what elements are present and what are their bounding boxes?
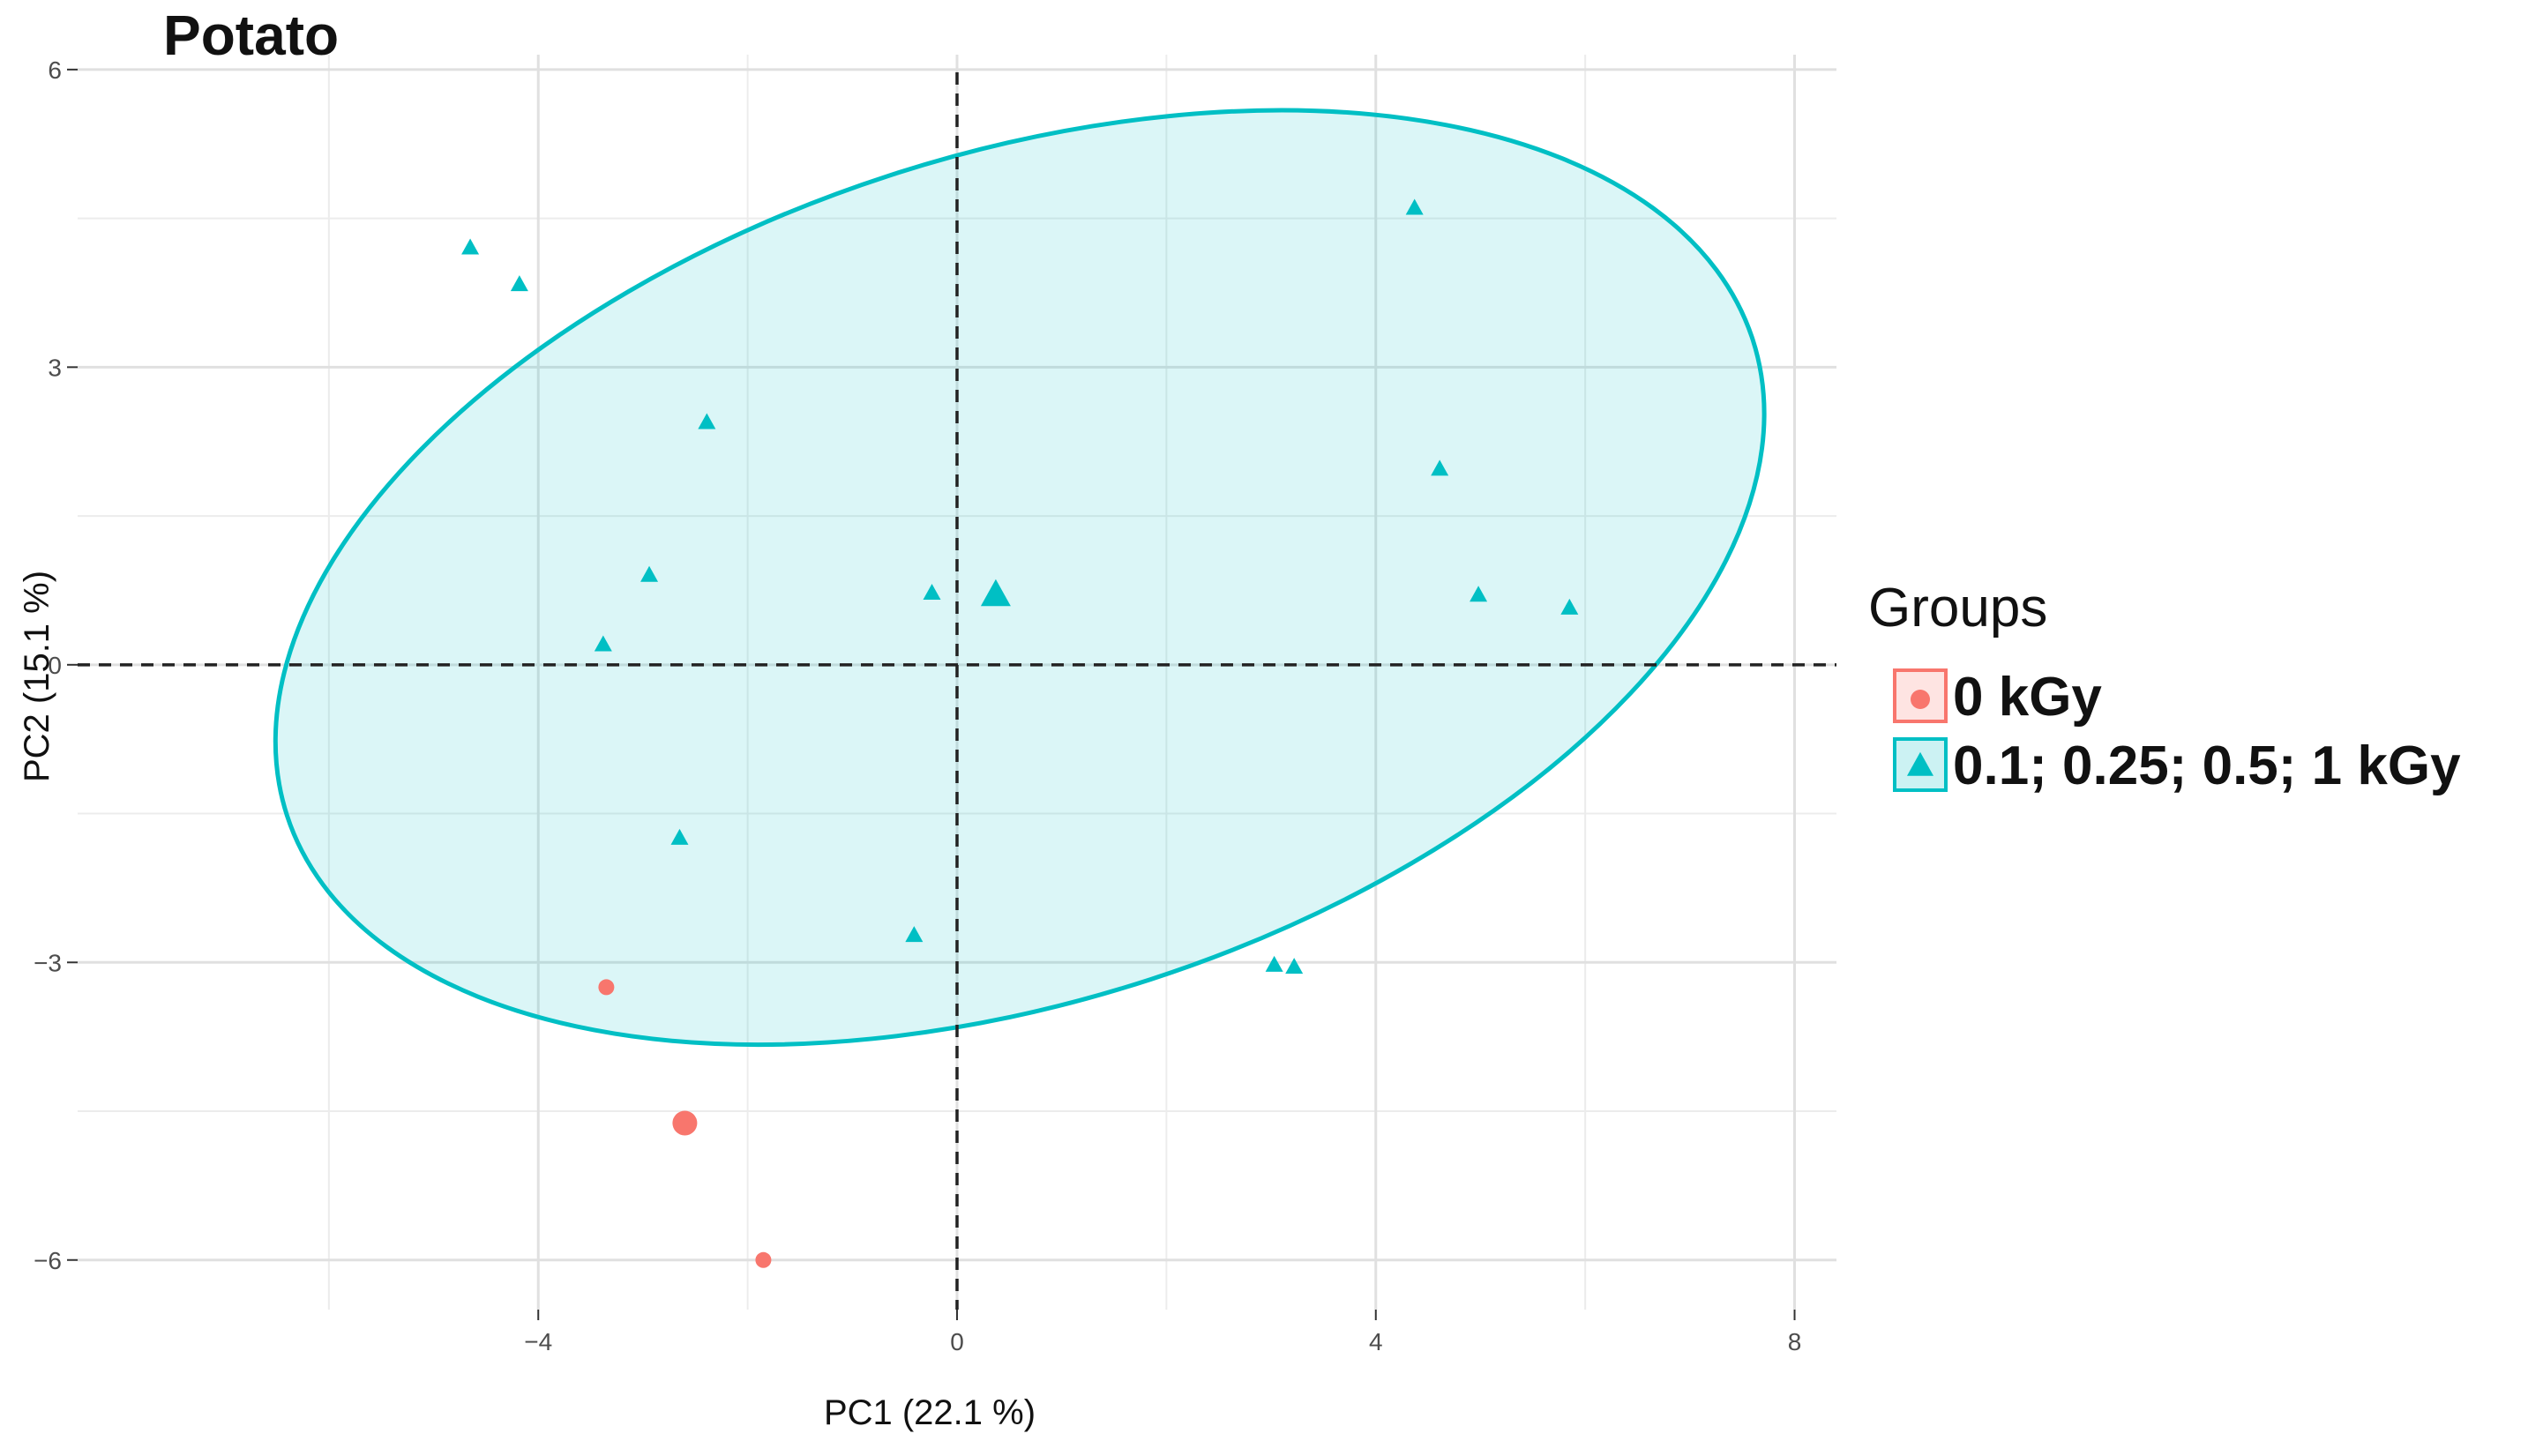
x-tick-label: 0 xyxy=(950,1328,964,1355)
data-point-triangle xyxy=(1470,586,1488,602)
x-tick-label: 8 xyxy=(1788,1328,1802,1355)
data-point-triangle xyxy=(1431,459,1449,476)
reference-lines xyxy=(78,72,1836,1310)
data-point-circle xyxy=(755,1251,772,1268)
legend-label: 0 kGy xyxy=(1953,667,2102,728)
legend-entries: 0 kGy 0.1; 0.25; 0.5; 1 kGy xyxy=(1893,667,2461,796)
legend-title: Groups xyxy=(1868,578,2047,638)
data-point-triangle xyxy=(923,584,941,601)
data-points xyxy=(461,198,1579,1268)
data-point-circle xyxy=(598,979,615,996)
legend-marker-triangle xyxy=(1907,751,1933,776)
y-tick-label: −6 xyxy=(34,1247,62,1274)
axis-ticks: −4 0 4 8 6 3 0 −3 −6 xyxy=(34,56,1801,1355)
y-tick-label: 3 xyxy=(48,354,62,381)
x-tick-label: −4 xyxy=(524,1328,552,1355)
centroid-point-circle xyxy=(672,1110,698,1136)
y-tick-label: 6 xyxy=(48,56,62,84)
y-axis-title: PC2 (15.1 %) xyxy=(18,571,56,782)
data-point-triangle xyxy=(1405,198,1424,215)
legend-key-circle xyxy=(1893,668,1948,723)
data-point-triangle xyxy=(1265,955,1283,972)
x-axis-title: PC1 (22.1 %) xyxy=(824,1393,1036,1432)
data-point-triangle xyxy=(905,926,924,943)
data-point-triangle xyxy=(698,413,716,429)
data-point-triangle xyxy=(670,828,689,845)
legend-label: 0.1; 0.25; 0.5; 1 kGy xyxy=(1953,735,2461,796)
data-point-triangle xyxy=(461,238,480,255)
x-tick-label: 4 xyxy=(1369,1328,1383,1355)
confidence-ellipse xyxy=(273,108,1767,1048)
legend: Groups 0 kGy 0.1; 0.25; 0.5; 1 kGy xyxy=(1868,578,2461,796)
data-point-triangle xyxy=(1285,958,1304,974)
confidence-ellipse-shape xyxy=(273,108,1767,1048)
centroid-point-triangle xyxy=(980,579,1011,607)
legend-entry: 0 kGy xyxy=(1893,667,2102,728)
chart-title: Potato xyxy=(163,4,339,67)
y-tick-label: 0 xyxy=(48,652,62,679)
legend-marker-circle xyxy=(1911,690,1930,709)
data-point-triangle xyxy=(1560,598,1579,615)
data-point-triangle xyxy=(594,635,612,652)
y-tick-label: −3 xyxy=(34,949,62,976)
data-point-triangle xyxy=(510,275,528,292)
data-point-triangle xyxy=(640,565,659,582)
legend-entry: 0.1; 0.25; 0.5; 1 kGy xyxy=(1893,735,2461,796)
